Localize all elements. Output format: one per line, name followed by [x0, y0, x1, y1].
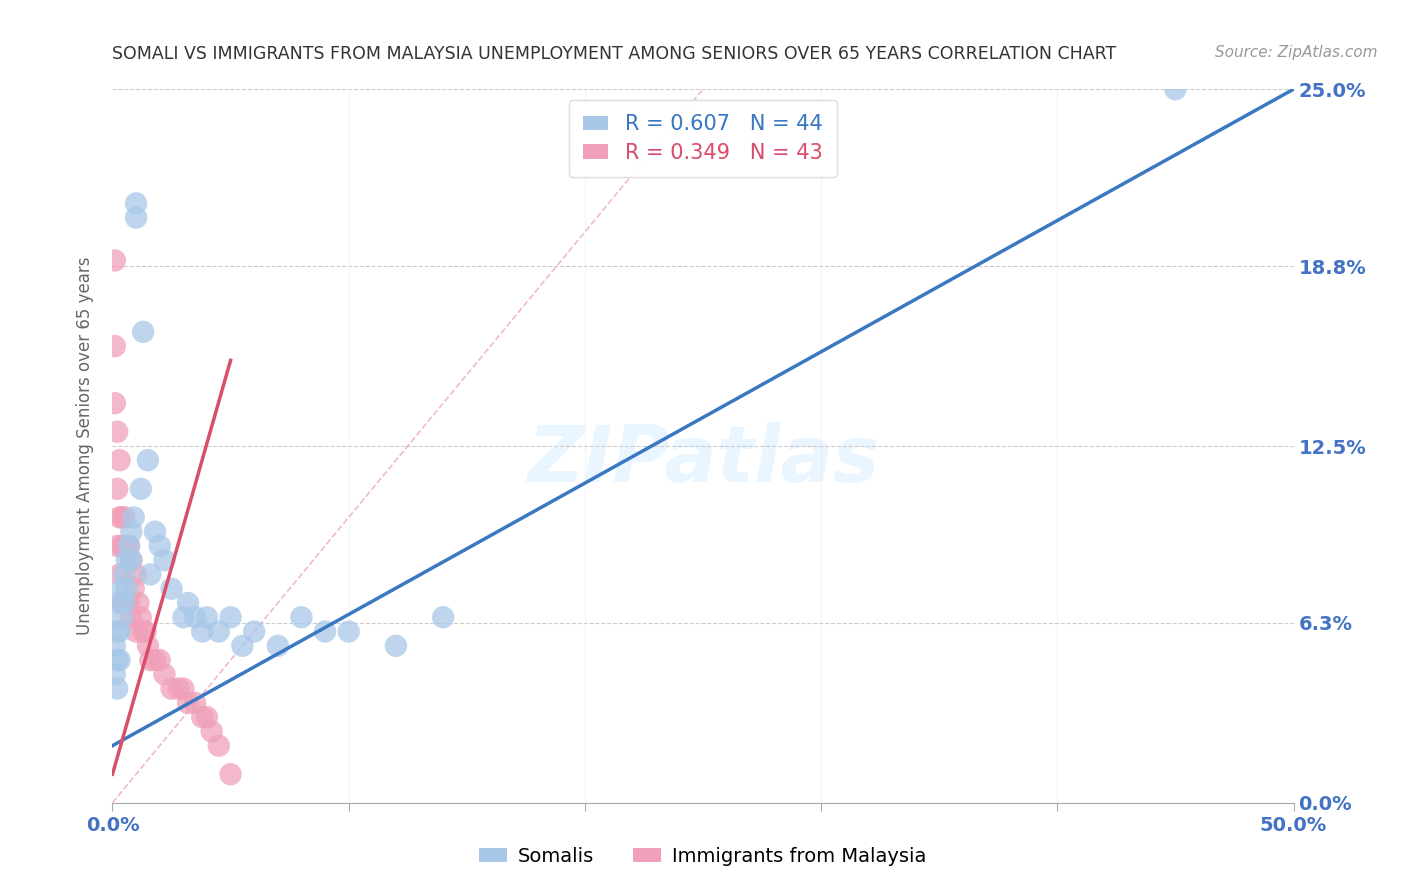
Point — [112, 596, 135, 610]
Point — [129, 610, 152, 624]
Point — [160, 681, 183, 696]
Point — [104, 253, 127, 268]
Point — [160, 582, 183, 596]
Point — [111, 582, 134, 596]
Point — [111, 610, 134, 624]
Point — [108, 453, 131, 467]
Point — [314, 624, 336, 639]
Point — [108, 624, 131, 639]
Point — [118, 539, 141, 553]
Point — [432, 610, 454, 624]
Point — [108, 653, 131, 667]
Point — [143, 524, 166, 539]
Point — [195, 710, 218, 724]
Text: SOMALI VS IMMIGRANTS FROM MALAYSIA UNEMPLOYMENT AMONG SENIORS OVER 65 YEARS CORR: SOMALI VS IMMIGRANTS FROM MALAYSIA UNEMP… — [112, 45, 1116, 62]
Point — [167, 681, 190, 696]
Point — [115, 553, 138, 567]
Point — [177, 696, 200, 710]
Point — [105, 482, 128, 496]
Point — [111, 510, 134, 524]
Point — [105, 624, 128, 639]
Point — [208, 739, 231, 753]
Point — [112, 539, 135, 553]
Point — [127, 596, 149, 610]
Point — [105, 425, 128, 439]
Point — [219, 610, 242, 624]
Point — [129, 482, 152, 496]
Point — [104, 639, 127, 653]
Point — [219, 767, 242, 781]
Point — [191, 624, 214, 639]
Point — [125, 567, 148, 582]
Point — [112, 596, 135, 610]
Point — [120, 524, 142, 539]
Point — [184, 696, 207, 710]
Point — [290, 610, 312, 624]
Legend: R = 0.607   N = 44, R = 0.349   N = 43: R = 0.607 N = 44, R = 0.349 N = 43 — [568, 100, 838, 178]
Point — [153, 553, 176, 567]
Point — [104, 339, 127, 353]
Point — [149, 653, 172, 667]
Point — [112, 510, 135, 524]
Point — [172, 681, 194, 696]
Point — [125, 624, 148, 639]
Y-axis label: Unemployment Among Seniors over 65 years: Unemployment Among Seniors over 65 years — [76, 257, 94, 635]
Point — [118, 539, 141, 553]
Point — [115, 582, 138, 596]
Point — [108, 596, 131, 610]
Point — [136, 639, 159, 653]
Point — [105, 681, 128, 696]
Point — [136, 453, 159, 467]
Point — [135, 624, 157, 639]
Point — [195, 610, 218, 624]
Text: ZIPatlas: ZIPatlas — [527, 422, 879, 499]
Point — [231, 639, 253, 653]
Point — [201, 724, 224, 739]
Point — [139, 653, 162, 667]
Point — [104, 396, 127, 410]
Point — [139, 567, 162, 582]
Point — [122, 510, 145, 524]
Point — [125, 196, 148, 211]
Text: Source: ZipAtlas.com: Source: ZipAtlas.com — [1215, 45, 1378, 60]
Point — [111, 539, 134, 553]
Point — [105, 539, 128, 553]
Point — [143, 653, 166, 667]
Point — [120, 553, 142, 567]
Point — [184, 610, 207, 624]
Point — [243, 624, 266, 639]
Point — [108, 567, 131, 582]
Point — [337, 624, 360, 639]
Point — [153, 667, 176, 681]
Point — [132, 325, 155, 339]
Point — [118, 596, 141, 610]
Point — [177, 596, 200, 610]
Point — [111, 596, 134, 610]
Point — [108, 510, 131, 524]
Point — [267, 639, 290, 653]
Point — [208, 624, 231, 639]
Point — [132, 624, 155, 639]
Point — [120, 610, 142, 624]
Legend: Somalis, Immigrants from Malaysia: Somalis, Immigrants from Malaysia — [471, 838, 935, 873]
Point — [112, 567, 135, 582]
Point — [122, 582, 145, 596]
Point — [125, 211, 148, 225]
Point — [172, 610, 194, 624]
Point — [149, 539, 172, 553]
Point — [1164, 82, 1187, 96]
Point — [120, 553, 142, 567]
Point — [385, 639, 408, 653]
Point — [105, 653, 128, 667]
Point — [191, 710, 214, 724]
Point — [115, 596, 138, 610]
Point — [115, 539, 138, 553]
Point — [104, 667, 127, 681]
